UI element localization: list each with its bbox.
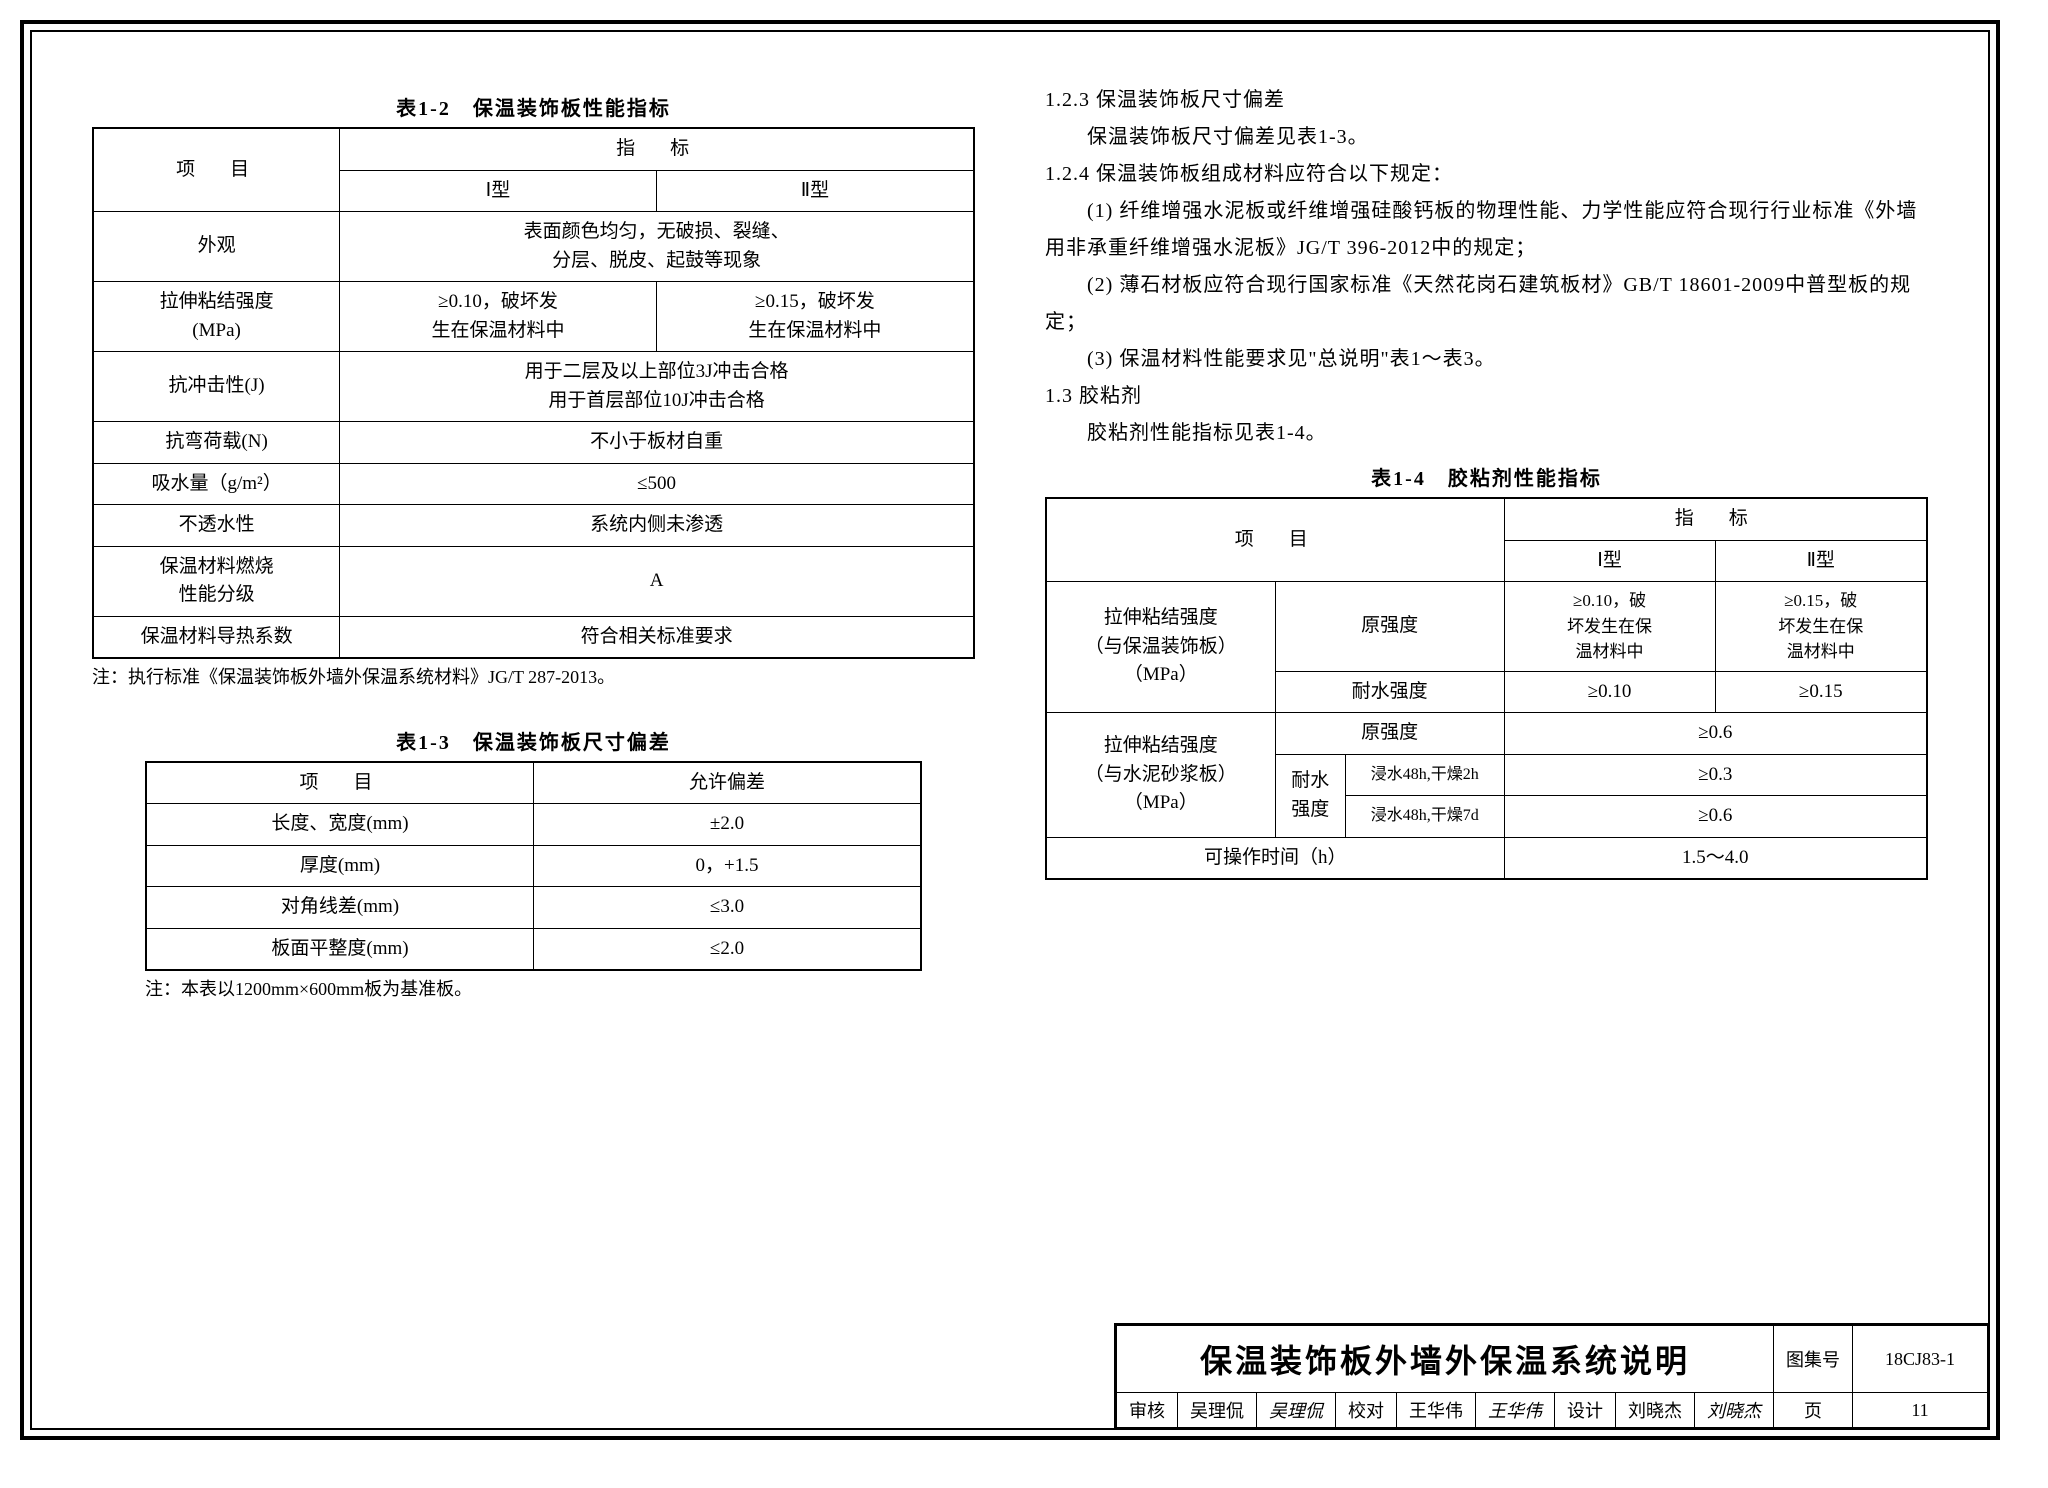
t14-th-t1: Ⅰ型 <box>1504 540 1715 582</box>
th-type2: Ⅱ型 <box>656 170 974 212</box>
t14-r1-v4: ≥0.15 <box>1715 671 1927 713</box>
p6: (3) 保温材料性能要求见"总说明"表1～表3。 <box>1045 341 1928 378</box>
t13-flat-l: 板面平整度(mm) <box>146 928 534 970</box>
t14-r2-s1: 原强度 <box>1275 713 1504 755</box>
t14-r2-l: 拉伸粘结强度 （与水泥砂浆板） （MPa） <box>1046 713 1275 838</box>
table13-caption: 表1-3 保温装饰板尺寸偏差 <box>92 726 975 755</box>
t13-th-item: 项 目 <box>146 762 534 804</box>
atlas-no: 18CJ83-1 <box>1853 1326 1988 1393</box>
check-label: 校对 <box>1336 1393 1397 1428</box>
checker: 王华伟 <box>1397 1393 1476 1428</box>
row-impact-label: 抗冲击性(J) <box>93 352 340 422</box>
row-fire-label: 保温材料燃烧 性能分级 <box>93 546 340 616</box>
row-impact-value: 用于二层及以上部位3J冲击合格 用于首层部位10J冲击合格 <box>340 352 974 422</box>
row-bending-label: 抗弯荷载(N) <box>93 422 340 464</box>
t14-th-t2: Ⅱ型 <box>1715 540 1927 582</box>
p3: 1.2.4 保温装饰板组成材料应符合以下规定： <box>1045 156 1928 193</box>
p7: 1.3 胶粘剂 <box>1045 378 1928 415</box>
page-no: 11 <box>1853 1393 1988 1428</box>
th-item: 项 目 <box>93 128 340 212</box>
row-tensile-v2: ≥0.15，破坏发 生在保温材料中 <box>656 282 974 352</box>
page-frame: 表1-2 保温装饰板性能指标 项 目 指 标 Ⅰ型 Ⅱ型 外观 表面颜色均匀，无… <box>20 20 2000 1440</box>
t14-th-item: 项 目 <box>1046 498 1504 582</box>
p8: 胶粘剂性能指标见表1-4。 <box>1045 415 1928 452</box>
t13-diag-v: ≤3.0 <box>534 887 922 929</box>
p5: (2) 薄石材板应符合现行国家标准《天然花岗石建筑板材》GB/T 18601-2… <box>1045 267 1928 341</box>
drawing-title: 保温装饰板外墙外保温系统说明 <box>1117 1326 1774 1393</box>
th-indicator: 指 标 <box>340 128 974 170</box>
t14-r3-v: 1.5～4.0 <box>1504 837 1927 879</box>
designer: 刘晓杰 <box>1616 1393 1695 1428</box>
title-block: 保温装饰板外墙外保温系统说明 图集号 18CJ83-1 审核 吴理侃 吴理侃 校… <box>1114 1323 1990 1430</box>
table14-caption: 表1-4 胶粘剂性能指标 <box>1045 462 1928 491</box>
p2: 保温装饰板尺寸偏差见表1-3。 <box>1045 119 1928 156</box>
table13: 项 目 允许偏差 长度、宽度(mm)±2.0 厚度(mm)0，+1.5 对角线差… <box>145 761 922 972</box>
review-label: 审核 <box>1117 1393 1178 1428</box>
t13-th-tol: 允许偏差 <box>534 762 922 804</box>
designer-sig: 刘晓杰 <box>1695 1393 1774 1428</box>
table13-note: 注：本表以1200mm×600mm板为基准板。 <box>145 975 975 1004</box>
row-fire-value: A <box>340 546 974 616</box>
table14: 项 目 指 标 Ⅰ型 Ⅱ型 拉伸粘结强度 （与保温装饰板） （MPa） 原强度 … <box>1045 497 1928 880</box>
design-label: 设计 <box>1555 1393 1616 1428</box>
row-appearance-label: 外观 <box>93 212 340 282</box>
reviewer-sig: 吴理侃 <box>1257 1393 1336 1428</box>
row-bending-value: 不小于板材自重 <box>340 422 974 464</box>
t14-r2-v2: ≥0.3 <box>1504 754 1927 796</box>
inner-frame: 表1-2 保温装饰板性能指标 项 目 指 标 Ⅰ型 Ⅱ型 外观 表面颜色均匀，无… <box>30 30 1990 1430</box>
row-water-label: 吸水量（g/m²） <box>93 463 340 505</box>
page-label: 页 <box>1774 1393 1853 1428</box>
row-thermal-value: 符合相关标准要求 <box>340 616 974 658</box>
table12-note: 注：执行标准《保温装饰板外墙外保温系统材料》JG/T 287-2013。 <box>92 663 975 692</box>
table12: 项 目 指 标 Ⅰ型 Ⅱ型 外观 表面颜色均匀，无破损、裂缝、 分层、脱皮、起鼓… <box>92 127 975 659</box>
t14-r1-s2: 耐水强度 <box>1275 671 1504 713</box>
t14-r3-l: 可操作时间（h） <box>1046 837 1504 879</box>
row-tensile-v1: ≥0.10，破坏发 生在保温材料中 <box>340 282 657 352</box>
t14-r1-v3: ≥0.10 <box>1504 671 1715 713</box>
checker-sig: 王华伟 <box>1476 1393 1555 1428</box>
reviewer: 吴理侃 <box>1178 1393 1257 1428</box>
right-body-text: 1.2.3 保温装饰板尺寸偏差 保温装饰板尺寸偏差见表1-3。 1.2.4 保温… <box>1045 82 1928 452</box>
t14-r1-v2: ≥0.15，破 坏发生在保 温材料中 <box>1715 582 1927 672</box>
th-type1: Ⅰ型 <box>340 170 657 212</box>
right-column: 1.2.3 保温装饰板尺寸偏差 保温装饰板尺寸偏差见表1-3。 1.2.4 保温… <box>1045 82 1928 1004</box>
t14-r2-v3: ≥0.6 <box>1504 796 1927 838</box>
t14-r1-s1: 原强度 <box>1275 582 1504 672</box>
t13-th-l: 厚度(mm) <box>146 845 534 887</box>
p1: 1.2.3 保温装饰板尺寸偏差 <box>1045 82 1928 119</box>
t14-r2-s2b1: 浸水48h,干燥2h <box>1346 754 1505 796</box>
t13-diag-l: 对角线差(mm) <box>146 887 534 929</box>
t13-flat-v: ≤2.0 <box>534 928 922 970</box>
t14-r1-l: 拉伸粘结强度 （与保温装饰板） （MPa） <box>1046 582 1275 713</box>
row-appearance-value: 表面颜色均匀，无破损、裂缝、 分层、脱皮、起鼓等现象 <box>340 212 974 282</box>
row-imperm-label: 不透水性 <box>93 505 340 547</box>
row-imperm-value: 系统内侧未渗透 <box>340 505 974 547</box>
t13-lw-l: 长度、宽度(mm) <box>146 804 534 846</box>
row-tensile-label: 拉伸粘结强度 (MPa) <box>93 282 340 352</box>
t13-lw-v: ±2.0 <box>534 804 922 846</box>
row-water-value: ≤500 <box>340 463 974 505</box>
two-column-layout: 表1-2 保温装饰板性能指标 项 目 指 标 Ⅰ型 Ⅱ型 外观 表面颜色均匀，无… <box>92 82 1928 1004</box>
t14-r2-v1: ≥0.6 <box>1504 713 1927 755</box>
t14-r1-v1: ≥0.10，破 坏发生在保 温材料中 <box>1504 582 1715 672</box>
table12-caption: 表1-2 保温装饰板性能指标 <box>92 92 975 121</box>
t13-th-v: 0，+1.5 <box>534 845 922 887</box>
t14-th-ind: 指 标 <box>1504 498 1927 540</box>
p4: (1) 纤维增强水泥板或纤维增强硅酸钙板的物理性能、力学性能应符合现行行业标准《… <box>1045 193 1928 267</box>
left-column: 表1-2 保温装饰板性能指标 项 目 指 标 Ⅰ型 Ⅱ型 外观 表面颜色均匀，无… <box>92 82 975 1004</box>
atlas-label: 图集号 <box>1774 1326 1853 1393</box>
t14-r2-s2b2: 浸水48h,干燥7d <box>1346 796 1505 838</box>
t14-r2-s2a: 耐水 强度 <box>1275 754 1345 837</box>
row-thermal-label: 保温材料导热系数 <box>93 616 340 658</box>
